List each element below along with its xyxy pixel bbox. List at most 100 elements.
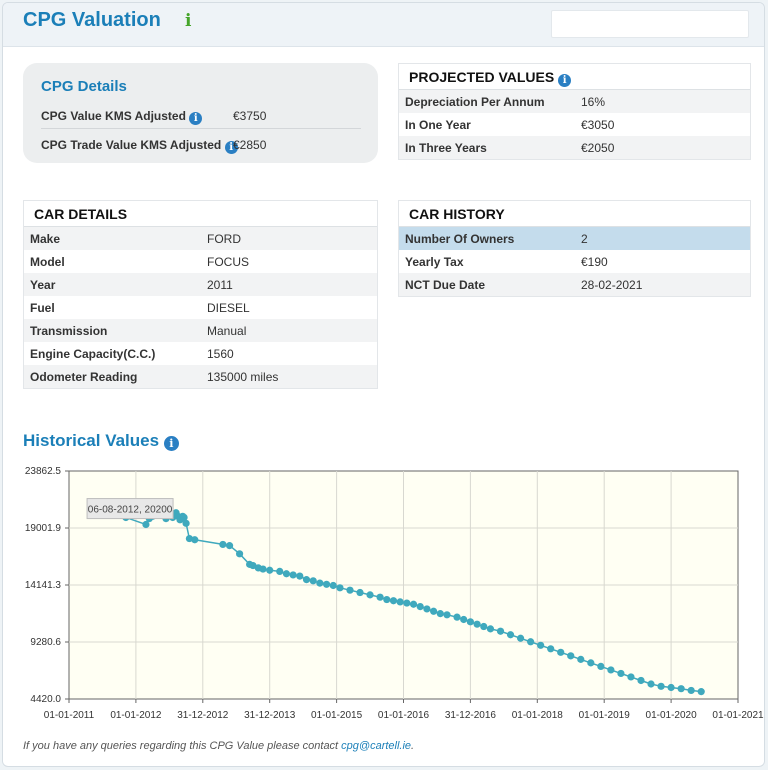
table-row: Engine Capacity(C.C.) 1560 (24, 342, 377, 365)
x-tick-label: 01-01-2021 (712, 710, 764, 721)
projected-values-panel: PROJECTED VALUES i Depreciation Per Annu… (398, 63, 751, 160)
search-input[interactable] (551, 10, 749, 38)
car-details-table: Make FORD Model FOCUS Year 2011 Fuel DIESEL … (24, 227, 377, 388)
row-label: Make (24, 227, 201, 250)
row-label: Model (30, 254, 65, 269)
row-value: 16% (575, 90, 750, 113)
row-label: Fuel (30, 300, 55, 315)
row-value: 2011 (201, 273, 377, 296)
info-icon[interactable]: i (163, 436, 179, 451)
data-point (577, 655, 585, 663)
data-point (527, 638, 535, 646)
car-history-panel: CAR HISTORY Number Of Owners 2 Yearly Tax… (398, 200, 751, 297)
data-point (235, 550, 244, 558)
row-value: DIESEL (207, 300, 250, 315)
projected-values-title: PROJECTED VALUES (409, 69, 555, 85)
info-icon[interactable]: i (185, 11, 192, 31)
info-icon[interactable]: i (558, 74, 572, 87)
row-label: Engine Capacity(C.C.) (30, 346, 156, 361)
info-icon[interactable]: i (224, 141, 238, 154)
data-point (142, 520, 150, 529)
data-point (587, 659, 595, 667)
data-point (225, 542, 234, 550)
data-point (403, 599, 411, 607)
x-tick-label: 01-01-2020 (646, 710, 698, 721)
data-point (356, 588, 364, 597)
data-point (597, 662, 605, 670)
data-point (219, 540, 227, 549)
x-tick-label: 31-12-2013 (244, 710, 296, 721)
y-tick-label: 9280.6 (30, 637, 61, 648)
row-value: FOCUS (207, 254, 249, 269)
tooltip-text: 06-08-2012, 20200 (88, 505, 173, 516)
data-point (322, 580, 331, 588)
footer-end: . (411, 740, 415, 752)
row-label: Number Of Owners (399, 227, 575, 250)
cpg-value-label-text: CPG Value KMS Adjusted (41, 109, 186, 123)
data-point (336, 584, 344, 592)
data-point (480, 622, 488, 631)
x-tick-label: 31-12-2016 (445, 710, 497, 721)
data-point (506, 631, 515, 639)
row-label: Year (24, 273, 201, 296)
x-tick-label: 31-12-2012 (177, 710, 229, 721)
historical-values-title-text: Historical Values (23, 431, 160, 450)
data-point (182, 519, 190, 527)
page-title: CPG Valuation (23, 9, 161, 31)
data-point (266, 566, 274, 574)
table-row[interactable]: Number Of Owners 2 (399, 227, 750, 250)
row-value: Manual (201, 319, 377, 342)
row-label: Yearly Tax (405, 254, 464, 269)
cpg-details-box: CPG Details CPG Value KMS Adjusted i €37… (23, 63, 378, 163)
table-row: Fuel DIESEL (24, 296, 377, 319)
data-point (416, 602, 424, 611)
data-point (329, 581, 337, 590)
data-point (667, 683, 675, 692)
data-point (637, 676, 645, 685)
data-point (443, 611, 451, 619)
data-point (296, 572, 304, 580)
data-point (453, 613, 461, 621)
row-value: €2050 (575, 136, 750, 159)
y-tick-label: 19001.9 (25, 523, 62, 534)
top-bar: CPG Valuation i (3, 3, 764, 47)
data-point (617, 669, 625, 678)
data-point (607, 666, 615, 674)
x-tick-label: 01-01-2012 (110, 710, 162, 721)
table-row: Make FORD (24, 227, 377, 250)
y-tick-label: 23862.5 (25, 466, 62, 477)
table-row: Year 2011 (24, 273, 377, 296)
info-icon[interactable]: i (189, 112, 203, 125)
data-point (302, 576, 311, 584)
data-point (567, 652, 575, 660)
table-row: NCT Due Date 28-02-2021 (399, 273, 750, 296)
x-tick-label: 01-01-2015 (311, 710, 363, 721)
row-value: €3050 (581, 117, 615, 132)
historical-values-chart[interactable]: 01-01-2011 01-01-2012 31-12-2012 31-12-2013… (3, 458, 765, 733)
contact-email-link[interactable]: cpg@cartell.ie (341, 740, 412, 752)
data-point (677, 685, 685, 693)
data-point (383, 595, 391, 604)
row-value: 28-02-2021 (575, 273, 750, 296)
data-point (259, 565, 267, 573)
car-details-panel: CAR DETAILS Make FORD Model FOCUS Year 2011… (23, 200, 378, 389)
car-history-title: CAR HISTORY (399, 201, 750, 227)
data-point (516, 634, 525, 642)
cpg-value: €3750 (233, 109, 267, 123)
projected-values-table: Depreciation Per Annum 16% In One Year €… (399, 90, 750, 159)
data-point (191, 536, 199, 544)
data-point (366, 591, 374, 599)
cpg-trade-value-label-text: CPG Trade Value KMS Adjusted (41, 138, 222, 152)
x-tick-label: 01-01-2016 (378, 710, 430, 721)
data-point (276, 567, 284, 576)
row-label: In Three Years (399, 136, 575, 159)
data-point (537, 641, 545, 649)
data-point (376, 593, 384, 601)
row-label: Transmission (24, 319, 201, 342)
data-point (346, 586, 354, 594)
footer-text: If you have any queries regarding this C… (23, 740, 342, 752)
data-point (547, 645, 555, 653)
car-details-title: CAR DETAILS (24, 201, 377, 227)
row-label: NCT Due Date (399, 273, 575, 296)
data-point (473, 620, 481, 628)
